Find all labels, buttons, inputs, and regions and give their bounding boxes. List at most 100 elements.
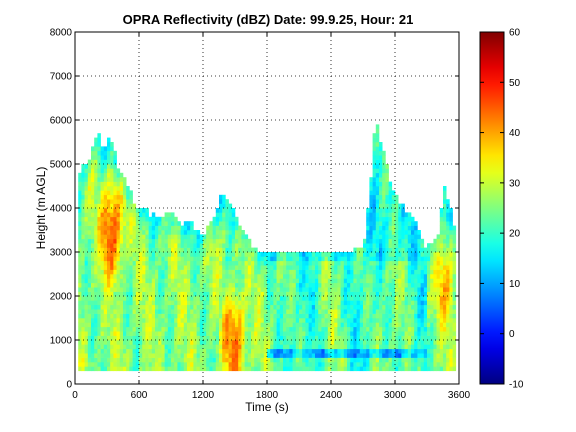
heatmap-cell — [177, 221, 181, 226]
heatmap-cell — [116, 190, 121, 196]
heatmap-cell — [91, 362, 95, 367]
heatmap-cell — [148, 340, 153, 345]
heatmap-cell — [292, 291, 297, 297]
heatmap-cell — [366, 234, 370, 240]
heatmap-cell — [407, 234, 412, 240]
heatmap-cell — [388, 344, 393, 350]
heatmap-cell — [94, 199, 98, 204]
heatmap-cell — [324, 252, 329, 257]
heatmap-cell — [452, 247, 457, 253]
heatmap-cell — [433, 326, 437, 332]
heatmap-cell — [375, 172, 380, 178]
heatmap-cell — [241, 326, 245, 332]
heatmap-cell — [203, 269, 207, 275]
heatmap-cell — [228, 212, 233, 218]
heatmap-cell — [116, 260, 121, 266]
heatmap-cell — [129, 331, 133, 336]
heatmap-cell — [318, 256, 322, 262]
heatmap-cell — [375, 265, 380, 270]
heatmap-cell — [391, 212, 396, 218]
heatmap-cell — [78, 269, 82, 275]
heatmap-cell — [132, 340, 137, 345]
heatmap-cell — [231, 322, 236, 328]
heatmap-cell — [126, 304, 130, 310]
heatmap-cell — [286, 304, 290, 310]
heatmap-cell — [350, 256, 354, 262]
heatmap-cell — [167, 353, 172, 358]
heatmap-cell — [235, 357, 239, 363]
heatmap-cell — [209, 265, 213, 270]
heatmap-cell — [385, 238, 389, 244]
heatmap-cell — [375, 340, 380, 345]
heatmap-cell — [235, 225, 239, 231]
heatmap-cell — [251, 296, 255, 301]
heatmap-cell — [225, 326, 229, 332]
heatmap-cell — [180, 353, 185, 358]
heatmap-cell — [417, 313, 421, 319]
heatmap-cell — [382, 366, 386, 372]
heatmap-cell — [308, 265, 313, 270]
heatmap-cell — [228, 362, 233, 367]
heatmap-cell — [334, 287, 338, 292]
heatmap-cell — [254, 260, 258, 266]
heatmap-cell — [129, 252, 133, 257]
heatmap-cell — [158, 309, 162, 314]
heatmap-cell — [299, 344, 303, 350]
heatmap-cell — [193, 353, 197, 358]
heatmap-cell — [212, 269, 217, 275]
heatmap-cell — [177, 225, 181, 231]
heatmap-cell — [295, 331, 300, 336]
heatmap-cell — [276, 309, 281, 314]
heatmap-cell — [353, 247, 357, 253]
heatmap-cell — [372, 203, 377, 209]
grid-lines — [75, 32, 459, 384]
heatmap-cell — [103, 269, 108, 275]
heatmap-cell — [356, 362, 361, 367]
heatmap-cell — [375, 146, 380, 152]
heatmap-cell — [203, 340, 207, 345]
heatmap-cell — [379, 172, 383, 178]
heatmap-cell — [439, 225, 444, 231]
heatmap-cell — [107, 172, 111, 178]
heatmap-cell — [183, 353, 188, 358]
heatmap-cell — [311, 348, 316, 354]
heatmap-cell — [276, 252, 281, 257]
heatmap-cell — [433, 366, 437, 372]
heatmap-cell — [187, 357, 191, 363]
heatmap-cell — [78, 287, 82, 292]
heatmap-cell — [395, 212, 399, 218]
heatmap-cell — [203, 256, 207, 262]
heatmap-cell — [164, 282, 169, 288]
heatmap-cell — [91, 238, 95, 244]
heatmap-cell — [398, 212, 402, 218]
heatmap-cell — [247, 287, 252, 292]
heatmap-cell — [132, 348, 137, 354]
heatmap-cell — [283, 252, 287, 257]
heatmap-cell — [123, 344, 127, 350]
heatmap-cell — [196, 340, 201, 345]
heatmap-cell — [225, 353, 229, 358]
heatmap-cell — [350, 269, 354, 275]
heatmap-cell — [209, 322, 213, 328]
heatmap-cell — [388, 348, 393, 354]
heatmap-cell — [203, 247, 207, 253]
heatmap-cell — [411, 340, 415, 345]
heatmap-cell — [145, 353, 149, 358]
heatmap-cell — [302, 291, 306, 297]
heatmap-cell — [382, 335, 386, 341]
heatmap-cell — [433, 304, 437, 310]
heatmap-cell — [446, 269, 450, 275]
heatmap-cell — [414, 234, 418, 240]
heatmap-cell — [417, 260, 421, 266]
heatmap-cell — [171, 296, 175, 301]
heatmap-cell — [318, 366, 322, 372]
heatmap-cell — [334, 282, 338, 288]
colorbar-tick-label: 50 — [509, 78, 521, 89]
heatmap-cell — [427, 344, 431, 350]
heatmap-cell — [404, 252, 409, 257]
heatmap-cell — [372, 362, 377, 367]
heatmap-cell — [369, 357, 373, 363]
heatmap-cell — [379, 243, 383, 248]
heatmap-cell — [379, 221, 383, 226]
heatmap-cell — [343, 344, 348, 350]
